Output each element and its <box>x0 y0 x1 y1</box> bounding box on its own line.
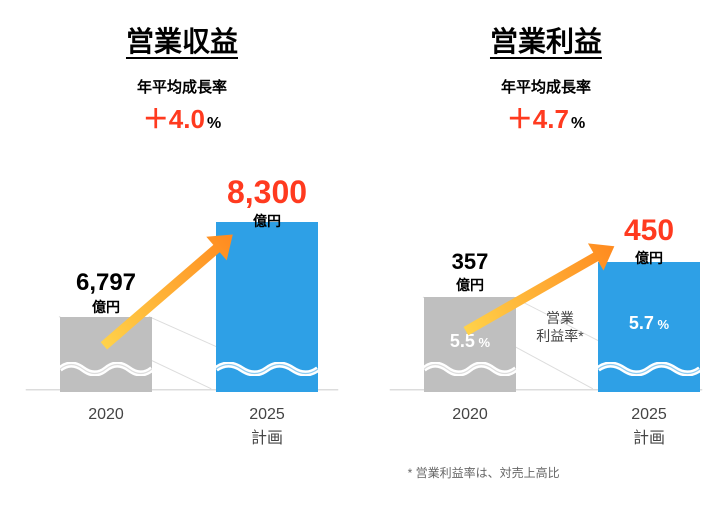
margin-2020: 5.5 % <box>424 331 516 352</box>
chart-area: 6,797 億円 2020 8,300 億円 2025 計画 <box>16 142 348 452</box>
bar-value-2025: 450 億円 <box>586 214 712 268</box>
bar-value-2020: 357 億円 <box>412 249 528 295</box>
bar-2020: 5.5 % <box>424 297 516 392</box>
bar-2025 <box>216 222 318 392</box>
bar-value-2025: 8,300 億円 <box>204 174 330 231</box>
margin-2025: 5.7 % <box>598 313 700 334</box>
panel-title: 営業収益 <box>16 20 348 60</box>
cagr-label: 年平均成長率 <box>380 76 712 97</box>
margin-label-text: 営業利益率* <box>530 310 590 345</box>
panel-1: 営業利益 年平均成長率 ＋4.7% 5.5 % 357 億円 2020 <box>364 0 728 505</box>
chart-area: 5.5 % 357 億円 2020 5.7 % 450 億円 2025 計画 <box>380 142 712 452</box>
panel-title: 営業利益 <box>380 20 712 60</box>
cagr-value: ＋4.7% <box>380 99 712 136</box>
year-2025: 2025 <box>598 406 700 424</box>
year-2020: 2020 <box>60 406 152 424</box>
bar-2025: 5.7 % <box>598 262 700 392</box>
year-2020: 2020 <box>424 406 516 424</box>
cagr-value: ＋4.0% <box>16 99 348 136</box>
footnote: * 営業利益率は、対売上高比 <box>408 464 560 481</box>
bar-value-2020: 6,797 億円 <box>48 269 164 317</box>
panel-0: 営業収益 年平均成長率 ＋4.0% 6,797 億円 2020 <box>0 0 364 505</box>
plan-2025: 計画 <box>598 424 700 448</box>
cagr-label: 年平均成長率 <box>16 76 348 97</box>
year-2025: 2025 <box>216 406 318 424</box>
bar-2020 <box>60 317 152 392</box>
plan-2025: 計画 <box>216 424 318 448</box>
